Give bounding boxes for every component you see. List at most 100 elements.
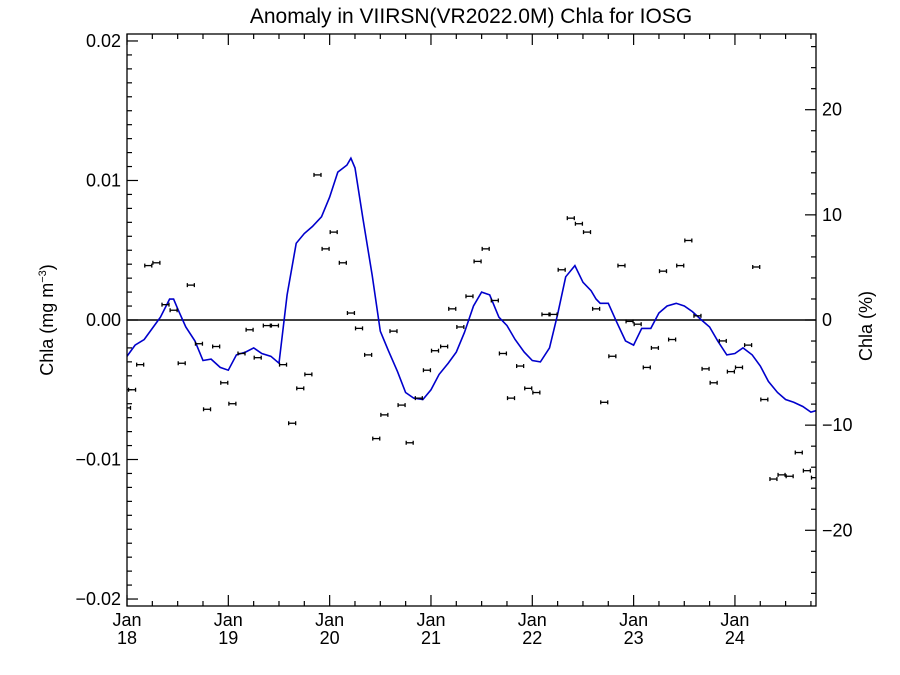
data-point: [617, 263, 626, 268]
data-point: [202, 407, 212, 412]
data-point: [481, 246, 490, 251]
x-tick-label-month: Jan: [416, 610, 445, 630]
x-tick-label-month: Jan: [619, 610, 648, 630]
x-tick-label-year: 24: [725, 628, 745, 648]
data-point: [456, 324, 465, 329]
data-point: [397, 403, 406, 408]
data-point: [380, 412, 389, 417]
data-point: [354, 326, 364, 331]
data-point: [186, 283, 195, 288]
data-point: [693, 313, 702, 318]
data-point: [726, 369, 736, 374]
data-point: [253, 355, 262, 360]
data-point: [701, 366, 710, 371]
y-left-tick-label: 0.00: [86, 310, 121, 330]
data-point: [582, 230, 592, 235]
y-axis-left-title-close: ): [37, 264, 57, 270]
data-point: [430, 348, 440, 353]
x-tick-label-year: 22: [522, 628, 542, 648]
data-point: [212, 344, 221, 349]
data-point: [658, 269, 668, 274]
x-tick-label-year: 19: [218, 628, 238, 648]
data-point: [760, 397, 769, 402]
data-point: [296, 386, 305, 391]
data-point: [769, 477, 778, 482]
data-point: [136, 362, 145, 367]
x-tick-label-month: Jan: [315, 610, 344, 630]
y-right-tick-label: 0: [822, 310, 832, 330]
data-point: [372, 436, 381, 441]
data-point: [557, 267, 566, 272]
data-point: [338, 260, 347, 265]
x-tick-label-year: 23: [624, 628, 644, 648]
data-point: [405, 440, 414, 445]
data-point: [304, 372, 313, 377]
data-point: [237, 351, 246, 356]
y-axis-left-title-main: Chla (mg m: [37, 283, 57, 376]
data-point: [498, 351, 508, 356]
data-point: [709, 380, 718, 385]
data-point: [642, 365, 651, 370]
data-point: [465, 294, 474, 299]
data-point: [169, 308, 178, 313]
y-axis-left-title: Chla (mg m−3): [37, 264, 57, 376]
y-right-tick-label: 20: [822, 100, 842, 120]
data-point: [506, 396, 516, 401]
data-point: [313, 172, 322, 177]
data-point: [785, 474, 794, 479]
data-point: [794, 450, 803, 455]
data-point: [600, 400, 609, 405]
data-point: [676, 263, 685, 268]
data-point: [161, 302, 170, 307]
data-point: [262, 323, 271, 328]
data-point: [473, 259, 482, 264]
data-point: [194, 341, 204, 346]
data-point: [541, 312, 550, 317]
data-point: [650, 345, 660, 350]
data-point: [448, 306, 457, 311]
data-point: [633, 322, 642, 327]
data-point: [684, 238, 693, 243]
data-point: [321, 246, 330, 251]
data-point: [152, 260, 161, 265]
data-point: [363, 352, 373, 357]
y-right-tick-label: −20: [822, 520, 853, 540]
data-point: [278, 362, 288, 367]
x-tick-label-month: Jan: [518, 610, 547, 630]
data-point: [743, 343, 753, 348]
data-point: [288, 421, 297, 426]
data-point: [389, 329, 398, 334]
data-point: [127, 405, 132, 410]
data-point: [515, 364, 525, 369]
data-point: [625, 319, 634, 324]
data-point: [549, 312, 558, 317]
data-point: [810, 475, 816, 480]
y-axis-left-title-exponent: −3: [37, 270, 49, 283]
data-point: [574, 221, 584, 226]
data-point: [490, 298, 499, 303]
data-point: [802, 468, 812, 473]
data-point: [752, 264, 761, 269]
y-left-tick-label: 0.02: [86, 31, 121, 51]
x-tick-label-year: 21: [421, 628, 441, 648]
y-right-tick-label: 10: [822, 205, 842, 225]
x-tick-label-year: 18: [117, 628, 137, 648]
x-tick-label-month: Jan: [720, 610, 749, 630]
y-left-tick-label: −0.02: [75, 589, 121, 609]
data-point: [439, 344, 449, 349]
data-point: [718, 338, 727, 343]
data-point: [591, 306, 601, 311]
chart-title: Anomaly in VIIRSN(VR2022.0M) Chla for IO…: [250, 5, 692, 28]
y-axis-right-title: Chla (%): [856, 291, 876, 361]
data-point: [329, 230, 338, 235]
series-line: [127, 156, 816, 413]
data-point: [346, 311, 356, 316]
data-point: [422, 368, 432, 373]
data-point: [524, 386, 533, 391]
data-point: [608, 354, 617, 359]
data-point: [777, 472, 786, 477]
x-tick-label-month: Jan: [214, 610, 243, 630]
data-point: [220, 380, 229, 385]
data-point: [566, 216, 575, 221]
